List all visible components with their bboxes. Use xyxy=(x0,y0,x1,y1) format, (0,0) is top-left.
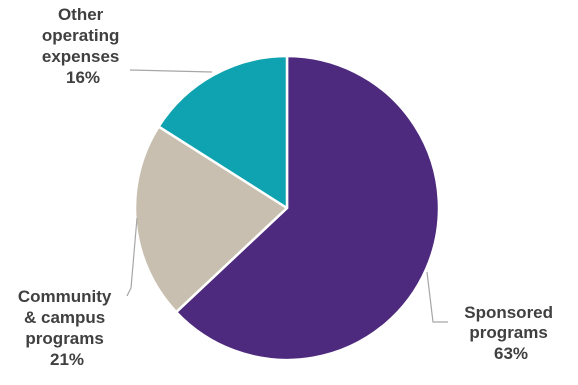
slice-label-line: operating xyxy=(42,26,119,45)
slice-label-community-campus-programs: Community & campus programs 21% xyxy=(18,287,116,369)
pie-slices xyxy=(133,54,441,362)
slice-percent-label: 63% xyxy=(494,344,528,363)
svg-text:Community & campus: Community & campus programs 21% xyxy=(18,287,116,369)
pie-slice-other-operating-expenses xyxy=(157,54,289,210)
slice-label-sponsored-programs: Sponsored programs 63% xyxy=(464,303,558,363)
slice-label-line: Community xyxy=(18,287,112,306)
slice-label-line: & campus xyxy=(24,308,105,327)
slice-label-line: programs xyxy=(25,329,103,348)
slice-label-line: programs xyxy=(469,323,547,342)
svg-text:Other operating ex: Other operating expenses 16% xyxy=(42,5,124,87)
svg-text:Sponsored programs: Sponsored programs 63% xyxy=(464,303,558,363)
leader-lines xyxy=(126,69,448,323)
pie-slice-sponsored-programs xyxy=(174,54,441,362)
slice-percent-label: 16% xyxy=(66,68,100,87)
leader-line-other-operating-expenses xyxy=(129,69,213,73)
slice-label-other-operating-expenses: Other operating expenses 16% xyxy=(42,5,124,87)
slice-percent-label: 21% xyxy=(50,350,84,369)
slice-label-line: Other xyxy=(58,5,104,24)
slice-label-line: Sponsored xyxy=(464,303,553,322)
slice-label-line: expenses xyxy=(42,47,120,66)
pie-slice-community-campus-programs xyxy=(133,125,289,314)
leader-line-sponsored-programs xyxy=(426,271,448,323)
leader-line-community-campus-programs xyxy=(126,217,138,297)
